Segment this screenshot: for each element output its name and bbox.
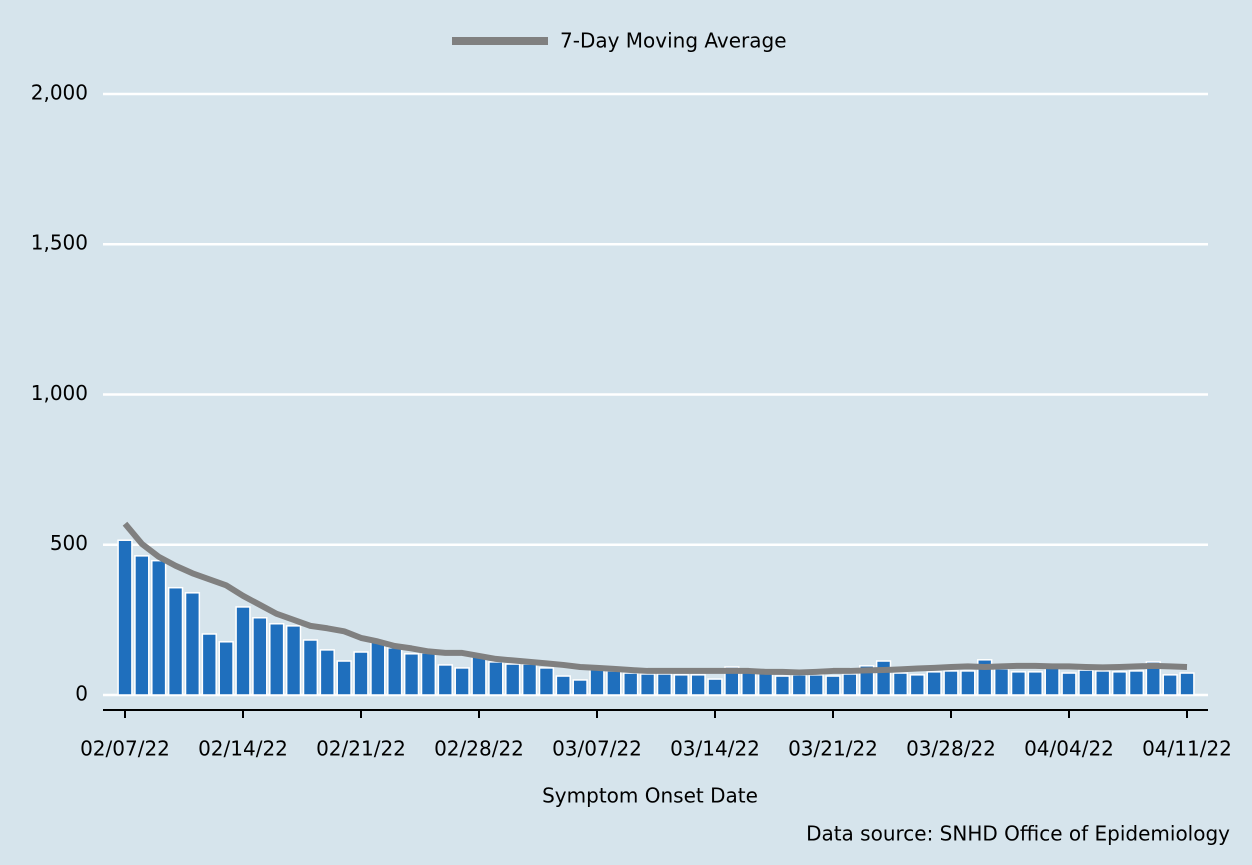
bar <box>892 672 909 696</box>
bar <box>151 559 167 696</box>
bar <box>1111 671 1128 696</box>
source-note: Data source: SNHD Office of Epidemiology <box>806 822 1230 846</box>
bar <box>1145 661 1161 696</box>
moving-average-line <box>122 521 1188 676</box>
bar <box>1128 670 1145 696</box>
bar <box>639 673 656 696</box>
bar <box>538 667 555 696</box>
bar <box>656 673 673 696</box>
y-tick-label: 1,500 <box>31 231 88 255</box>
bar <box>791 674 807 696</box>
x-tick-label: 03/14/22 <box>670 737 760 761</box>
bar <box>117 539 133 696</box>
x-tick-label: 04/04/22 <box>1024 737 1114 761</box>
x-axis-title: Symptom Onset Date <box>542 784 758 808</box>
bar <box>437 664 453 696</box>
bar <box>1078 669 1094 696</box>
bar <box>875 660 892 696</box>
bar <box>741 671 757 696</box>
bar <box>943 670 959 696</box>
y-tick-label: 1,000 <box>31 381 88 405</box>
bar <box>690 674 706 696</box>
bar <box>336 660 352 696</box>
bar <box>774 675 791 696</box>
x-tick-label: 04/11/22 <box>1142 737 1232 761</box>
bar <box>1095 670 1111 696</box>
bar <box>909 674 925 696</box>
bar <box>252 617 268 696</box>
bar <box>724 666 740 696</box>
bar <box>673 674 689 696</box>
bar <box>235 606 251 696</box>
bar <box>505 663 521 696</box>
x-tick-label: 03/21/22 <box>788 737 878 761</box>
bar <box>993 668 1010 696</box>
bar <box>167 586 184 696</box>
bar <box>1061 672 1077 696</box>
bar <box>471 655 487 696</box>
bar <box>454 667 470 696</box>
bar <box>572 679 588 696</box>
bar <box>1179 672 1195 696</box>
x-tick-label: 02/28/22 <box>434 737 524 761</box>
legend-label: 7-Day Moving Average <box>560 29 787 53</box>
bar <box>842 673 858 696</box>
bar <box>387 647 403 696</box>
bar <box>319 649 335 696</box>
bar <box>302 639 319 696</box>
y-tick-label: 2,000 <box>31 81 88 105</box>
bar <box>201 633 217 696</box>
bar <box>521 663 538 696</box>
bar <box>589 668 605 696</box>
bar <box>353 651 369 696</box>
bar <box>370 641 386 696</box>
bar <box>825 675 841 696</box>
bar <box>1162 674 1178 696</box>
y-tick-label: 0 <box>75 681 88 705</box>
x-tick-label: 02/21/22 <box>316 737 406 761</box>
bar <box>134 555 150 696</box>
bar <box>403 653 420 696</box>
bar <box>606 670 622 696</box>
bar <box>184 592 201 696</box>
x-tick-label: 03/07/22 <box>552 737 642 761</box>
bar <box>218 641 234 696</box>
bar <box>707 678 723 696</box>
x-tick-label: 02/07/22 <box>80 737 170 761</box>
bar <box>808 674 824 696</box>
bar <box>623 672 639 696</box>
bar <box>1044 667 1060 696</box>
bar <box>488 661 504 696</box>
bar <box>960 670 976 696</box>
bar <box>1010 671 1027 696</box>
x-tick-label: 03/28/22 <box>906 737 996 761</box>
bar <box>1027 671 1043 696</box>
bar <box>420 652 437 696</box>
bar <box>757 672 774 696</box>
x-tick-label: 02/14/22 <box>198 737 288 761</box>
bar <box>555 675 571 696</box>
bar <box>926 671 942 696</box>
y-tick-label: 500 <box>50 531 88 555</box>
bar <box>285 625 302 696</box>
bar <box>269 623 285 696</box>
